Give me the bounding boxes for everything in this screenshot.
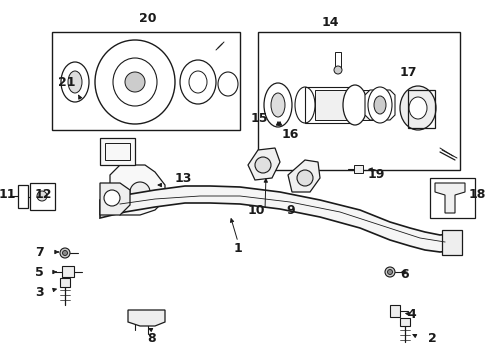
Circle shape xyxy=(130,182,150,202)
Polygon shape xyxy=(128,310,165,326)
Text: 5: 5 xyxy=(35,266,44,279)
Text: 1: 1 xyxy=(234,242,243,255)
Text: 21: 21 xyxy=(58,76,75,89)
Ellipse shape xyxy=(113,58,157,106)
Ellipse shape xyxy=(368,87,392,123)
Text: 16: 16 xyxy=(282,129,299,141)
Ellipse shape xyxy=(180,60,216,104)
Text: 17: 17 xyxy=(400,66,417,78)
Ellipse shape xyxy=(343,85,367,125)
Text: 10: 10 xyxy=(247,203,265,216)
Ellipse shape xyxy=(264,83,292,127)
Circle shape xyxy=(104,190,120,206)
Text: 4: 4 xyxy=(407,309,416,321)
Bar xyxy=(430,178,475,218)
Ellipse shape xyxy=(271,93,285,117)
Ellipse shape xyxy=(95,40,175,124)
Text: 3: 3 xyxy=(35,285,44,298)
Polygon shape xyxy=(365,90,395,120)
Text: 19: 19 xyxy=(368,168,385,181)
Text: 7: 7 xyxy=(35,246,44,258)
Bar xyxy=(62,266,74,277)
Ellipse shape xyxy=(61,62,89,102)
Polygon shape xyxy=(288,160,320,192)
Polygon shape xyxy=(110,165,165,215)
Ellipse shape xyxy=(295,87,315,123)
Ellipse shape xyxy=(125,72,145,92)
Bar xyxy=(105,143,130,160)
Bar xyxy=(354,165,363,173)
Circle shape xyxy=(60,248,70,258)
Text: 15: 15 xyxy=(250,112,268,125)
Text: 6: 6 xyxy=(400,269,409,282)
Text: 2: 2 xyxy=(428,332,437,345)
Circle shape xyxy=(385,267,395,277)
Bar xyxy=(390,305,400,317)
Circle shape xyxy=(255,157,271,173)
Bar xyxy=(408,90,435,128)
Text: 20: 20 xyxy=(139,12,157,24)
Circle shape xyxy=(63,251,68,256)
Polygon shape xyxy=(435,183,465,213)
Bar xyxy=(335,52,341,68)
Bar xyxy=(400,318,410,326)
Text: 12: 12 xyxy=(35,189,52,202)
Ellipse shape xyxy=(345,87,365,123)
Text: 14: 14 xyxy=(321,15,339,28)
Ellipse shape xyxy=(374,96,386,114)
Polygon shape xyxy=(442,230,462,255)
Ellipse shape xyxy=(400,86,436,130)
Polygon shape xyxy=(100,186,450,252)
Text: 8: 8 xyxy=(147,332,156,345)
Ellipse shape xyxy=(409,97,427,119)
Circle shape xyxy=(334,66,342,74)
Polygon shape xyxy=(100,138,135,165)
Text: 11: 11 xyxy=(0,189,16,202)
Circle shape xyxy=(388,270,392,274)
Polygon shape xyxy=(100,183,130,215)
Polygon shape xyxy=(30,183,55,210)
Bar xyxy=(305,87,355,123)
Ellipse shape xyxy=(218,72,238,96)
Bar xyxy=(315,90,375,120)
Text: 13: 13 xyxy=(175,171,193,184)
Text: 9: 9 xyxy=(286,203,294,216)
Circle shape xyxy=(37,191,47,201)
Bar xyxy=(60,278,70,287)
Circle shape xyxy=(297,170,313,186)
Bar xyxy=(52,32,240,130)
Polygon shape xyxy=(248,148,280,180)
Ellipse shape xyxy=(68,71,82,93)
Bar xyxy=(258,32,460,170)
Ellipse shape xyxy=(189,71,207,93)
Polygon shape xyxy=(18,185,28,208)
Text: 18: 18 xyxy=(469,189,487,202)
